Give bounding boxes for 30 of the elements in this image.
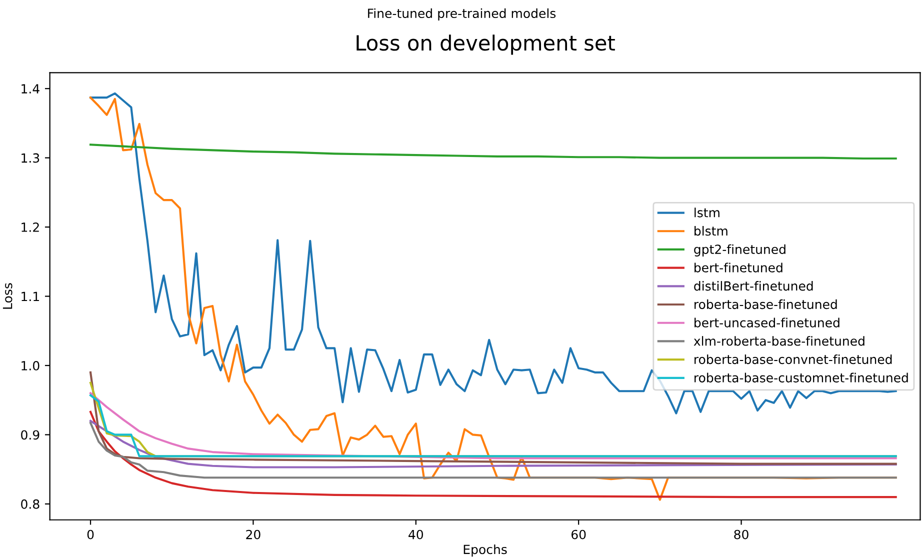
- line-series: [89, 422, 897, 479]
- line-series: [89, 410, 897, 498]
- line-series: [89, 144, 897, 160]
- x-tick-label: 40: [408, 530, 424, 540]
- x-axis-title: Epochs: [464, 544, 507, 557]
- x-tick-label: 60: [572, 530, 586, 540]
- legend-label: roberta-base-customnet-finetuned: [694, 372, 908, 382]
- legend-label: bert-uncased-finetuned: [694, 318, 840, 328]
- legend-label: roberta-base-convnet-finetuned: [694, 354, 892, 364]
- y-tick-label: 0.8: [21, 499, 40, 509]
- legend-label: lstm: [694, 208, 720, 218]
- legend-label: gpt2-finetuned: [694, 244, 786, 256]
- y-tick-label: 1.4: [22, 84, 40, 94]
- legend-label: blstm: [694, 226, 728, 236]
- y-tick-label: 0.9: [21, 430, 40, 440]
- x-tick-label: 20: [246, 530, 260, 540]
- y-tick-label: 1.2: [22, 222, 39, 232]
- x-tick-label: 80: [734, 530, 748, 540]
- legend-label: roberta-base-finetuned: [694, 299, 837, 310]
- chart-subtitle: Fine-tuned pre-trained models: [368, 8, 556, 20]
- x-tick-label: 0: [87, 530, 94, 540]
- legend-label: distilBert-finetuned: [694, 281, 813, 291]
- line-series: [89, 420, 897, 468]
- y-axis-title: Loss: [2, 283, 12, 309]
- y-tick-label: 1.0: [22, 360, 40, 370]
- y-tick-label: 1.1: [22, 292, 39, 302]
- legend-label: xlm-roberta-base-finetuned: [694, 336, 864, 346]
- legend-label: bert-finetuned: [694, 262, 782, 272]
- y-tick-label: 1.3: [22, 153, 40, 163]
- chart-title: Loss on development set: [356, 34, 615, 55]
